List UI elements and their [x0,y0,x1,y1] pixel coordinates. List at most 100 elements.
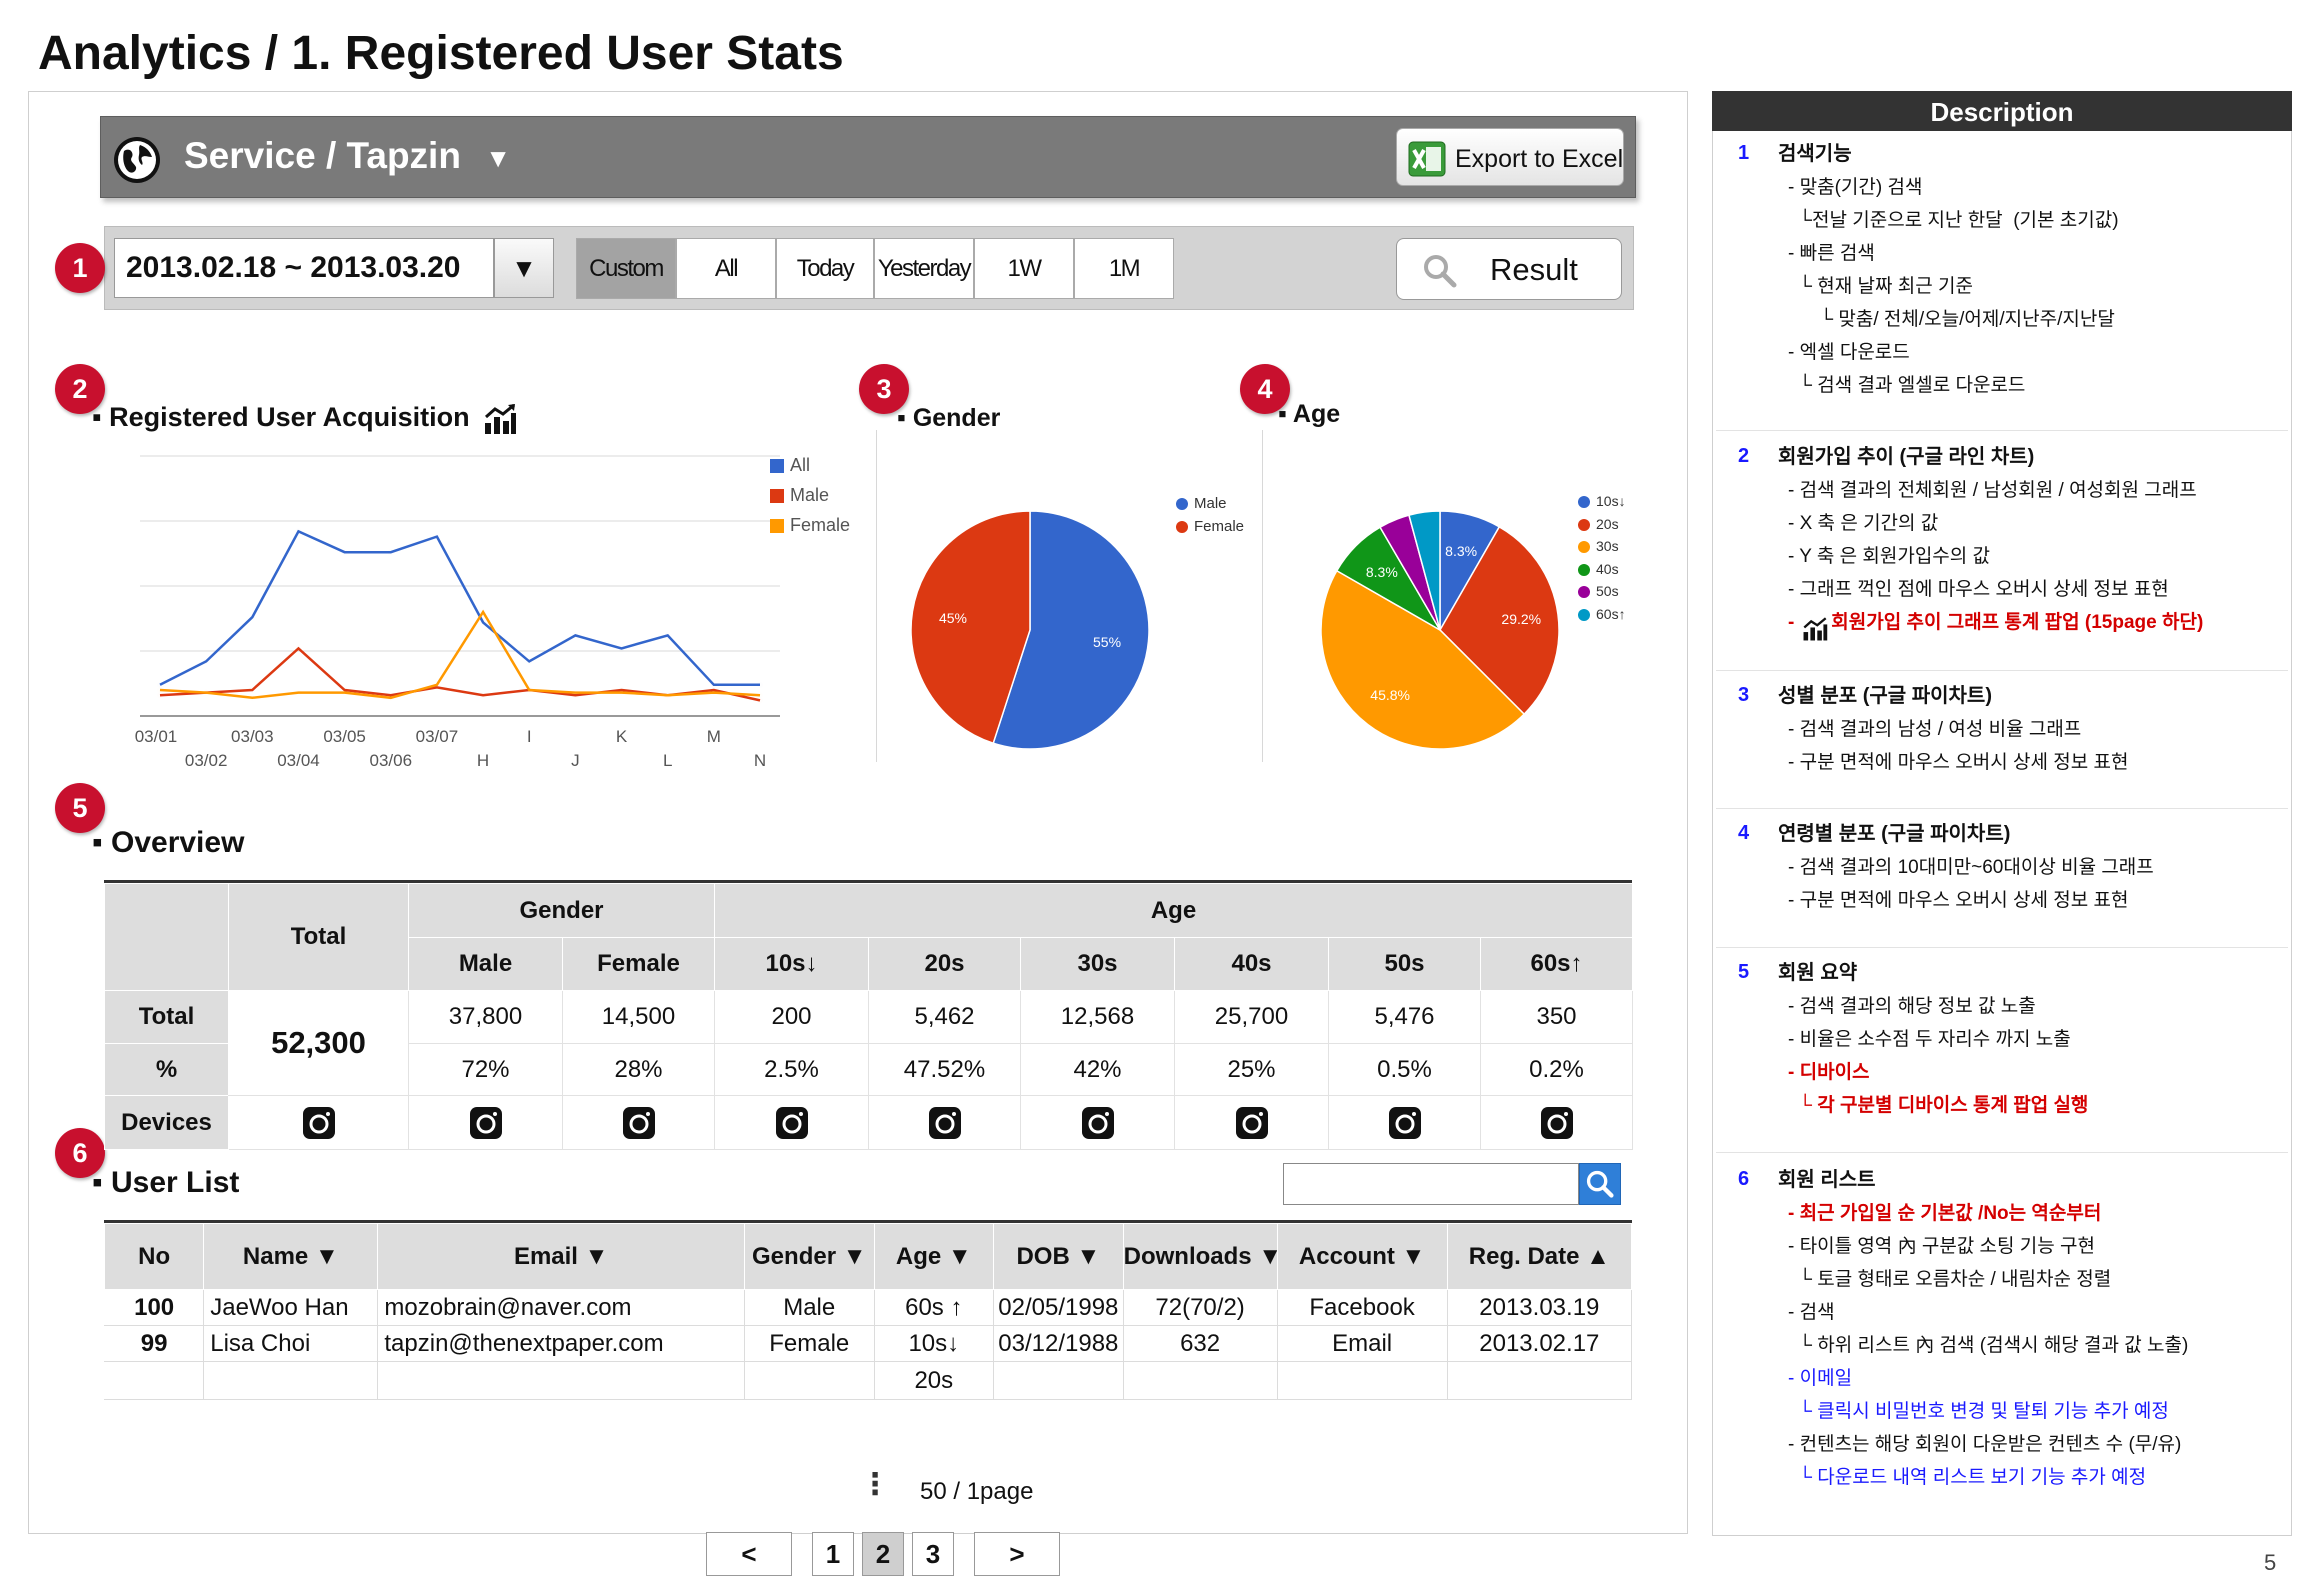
data-point[interactable] [711,682,717,688]
data-point[interactable] [249,687,255,693]
quick-button-custom[interactable]: Custom [576,238,676,299]
next-page-button[interactable]: > [974,1532,1060,1576]
data-point[interactable] [295,690,301,696]
email-link[interactable]: tapzin@thenextpaper.com [377,1325,745,1362]
data-point[interactable] [665,632,671,638]
data-point[interactable] [203,690,209,696]
data-point[interactable] [249,695,255,701]
devices-cell[interactable] [1479,1095,1634,1150]
quick-button-1m[interactable]: 1M [1074,238,1174,299]
page-button-2[interactable]: 2 [862,1532,904,1576]
series-line-male[interactable] [159,646,761,702]
data-point[interactable] [619,645,625,651]
pie-slice[interactable] [992,510,1150,750]
data-point[interactable] [665,692,671,698]
devices-cell[interactable] [714,1095,869,1150]
data-point[interactable] [480,619,486,625]
data-point[interactable] [711,690,717,696]
page-button-1[interactable]: 1 [812,1532,854,1576]
column-header[interactable]: No [103,1223,205,1290]
pie-slice[interactable] [1439,525,1560,716]
camera-icon[interactable] [469,1106,503,1140]
pie-slice[interactable] [1320,569,1526,750]
column-header[interactable]: Name ▼ [203,1223,379,1290]
column-header[interactable]: Age ▼ [873,1223,995,1290]
data-point[interactable] [572,690,578,696]
date-dropdown-button[interactable]: ▼ [494,238,554,298]
prev-page-button[interactable]: < [706,1532,792,1576]
devices-cell[interactable] [1020,1095,1175,1150]
devices-cell[interactable] [1328,1095,1481,1150]
pie-slice[interactable] [1408,510,1441,631]
column-header[interactable]: Email ▼ [377,1223,745,1290]
data-point[interactable] [249,614,255,620]
service-selector[interactable]: Service / Tapzin ▼ [184,135,511,177]
quick-button-1w[interactable]: 1W [974,238,1074,299]
data-point[interactable] [434,682,440,688]
data-point[interactable] [480,692,486,698]
devices-cell[interactable] [408,1095,563,1150]
camera-icon[interactable] [775,1106,809,1140]
data-point[interactable] [342,549,348,555]
data-point[interactable] [157,692,163,698]
column-header[interactable]: Downloads ▼ [1122,1223,1278,1290]
camera-icon[interactable] [928,1106,962,1140]
data-point[interactable] [480,609,486,615]
chart-icon[interactable] [483,403,517,435]
column-header[interactable]: Account ▼ [1276,1223,1448,1290]
column-header[interactable]: Gender ▼ [743,1223,875,1290]
description-line: - 엑셀 다운로드 [1788,342,1910,363]
data-point[interactable] [572,632,578,638]
column-header[interactable]: DOB ▼ [993,1223,1124,1290]
email-link[interactable]: mozobrain@naver.com [377,1289,745,1326]
date-range-field[interactable] [114,238,494,298]
data-point[interactable] [295,645,301,651]
age-pie-chart[interactable]: 8.3% 29.2% 45.8% 8.3% [1310,500,1570,760]
data-point[interactable] [526,658,532,664]
quick-button-today[interactable]: Today [776,238,874,299]
user-search-input[interactable] [1283,1163,1579,1205]
table-row[interactable]: 20s [103,1361,1633,1400]
result-button[interactable] [1396,238,1622,300]
series-line-female[interactable] [159,609,761,700]
table-cell [103,1361,205,1400]
camera-icon[interactable] [1235,1106,1269,1140]
search-button[interactable] [1579,1163,1621,1205]
camera-icon[interactable] [622,1106,656,1140]
data-point[interactable] [388,549,394,555]
data-point[interactable] [157,682,163,688]
camera-icon[interactable] [1081,1106,1115,1140]
page-button-3[interactable]: 3 [912,1532,954,1576]
data-point[interactable] [295,528,301,534]
table-row[interactable]: 99 Lisa Choi tapzin@thenextpaper.com Female… [103,1325,1633,1362]
description-line: └ 맞춤/ 전체/오늘/어제/지난주/지난달 [1788,309,2115,330]
column-header[interactable]: Reg. Date ▲ [1446,1223,1633,1290]
gender-pie-chart[interactable]: 55% 45% [900,500,1160,760]
camera-icon[interactable] [1540,1106,1574,1140]
email-link[interactable] [377,1361,745,1400]
devices-cell[interactable] [1174,1095,1329,1150]
data-point[interactable] [388,695,394,701]
quick-button-yesterday[interactable]: Yesterday [874,238,974,299]
data-point[interactable] [342,690,348,696]
data-point[interactable] [157,687,163,693]
data-point[interactable] [757,682,763,688]
devices-cell[interactable] [868,1095,1021,1150]
data-point[interactable] [619,690,625,696]
pie-slice[interactable] [910,510,1031,745]
data-point[interactable] [757,692,763,698]
data-point[interactable] [526,687,532,693]
data-point[interactable] [203,658,209,664]
camera-icon[interactable] [1388,1106,1422,1140]
data-point[interactable] [757,697,763,703]
data-point[interactable] [434,534,440,540]
devices-cell[interactable] [562,1095,715,1150]
devices-cell[interactable] [228,1095,409,1150]
quick-button-all[interactable]: All [676,238,776,299]
more-icon[interactable]: ⋮ [860,1468,890,1501]
table-row[interactable]: 100 JaeWoo Han mozobrain@naver.com Male 60s … [103,1289,1633,1326]
series-line-all[interactable] [159,529,760,687]
legend-swatch [1578,608,1590,621]
camera-icon[interactable] [302,1106,336,1140]
